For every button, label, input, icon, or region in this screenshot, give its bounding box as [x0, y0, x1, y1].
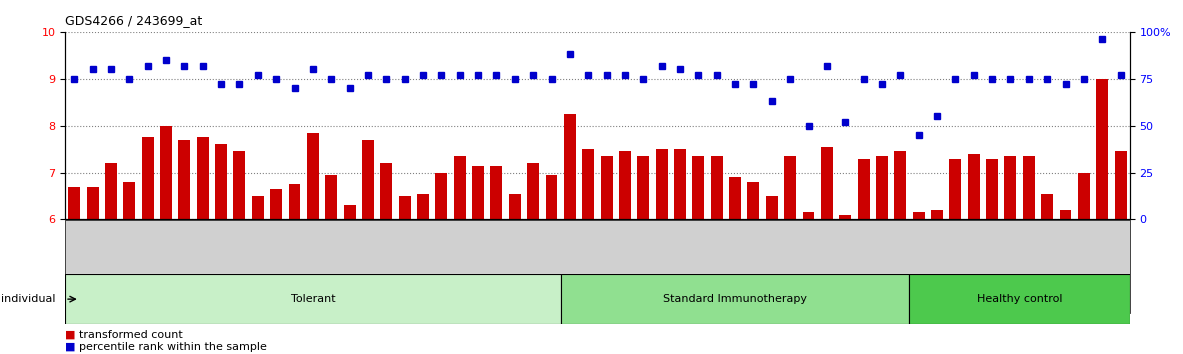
Bar [692, 156, 704, 219]
Bar [252, 196, 264, 219]
Bar [491, 166, 503, 219]
Bar [638, 156, 649, 219]
Bar [270, 189, 282, 219]
Text: transformed count: transformed count [79, 330, 183, 339]
Bar [1114, 152, 1126, 219]
FancyBboxPatch shape [561, 274, 910, 324]
Bar [655, 149, 667, 219]
Bar [472, 166, 484, 219]
Bar [582, 149, 594, 219]
Text: Standard Immunotherapy: Standard Immunotherapy [664, 294, 807, 304]
Bar [545, 175, 557, 219]
Bar [454, 156, 466, 219]
FancyBboxPatch shape [910, 274, 1130, 324]
Bar [1097, 79, 1108, 219]
Bar [619, 152, 631, 219]
Bar [894, 152, 906, 219]
Bar [1041, 194, 1053, 219]
Bar [179, 140, 190, 219]
Bar [564, 114, 576, 219]
Bar [69, 187, 80, 219]
Bar [306, 133, 319, 219]
Bar [142, 137, 154, 219]
Text: Healthy control: Healthy control [977, 294, 1062, 304]
Text: Tolerant: Tolerant [291, 294, 335, 304]
Bar [875, 156, 888, 219]
Bar [528, 163, 539, 219]
Text: ■: ■ [65, 330, 76, 339]
Bar [343, 205, 356, 219]
Bar [381, 163, 393, 219]
Bar [601, 156, 613, 219]
Bar [839, 215, 852, 219]
Bar [711, 156, 723, 219]
Text: ■: ■ [65, 342, 76, 352]
Bar [674, 149, 686, 219]
Bar [123, 182, 135, 219]
Bar [729, 177, 741, 219]
Bar [196, 137, 208, 219]
Bar [821, 147, 833, 219]
Bar [215, 144, 227, 219]
Bar [987, 159, 998, 219]
Bar [1078, 172, 1090, 219]
Bar [418, 194, 429, 219]
Bar [509, 194, 521, 219]
Bar [802, 212, 814, 219]
Bar [105, 163, 117, 219]
Bar [289, 184, 300, 219]
Bar [950, 159, 962, 219]
Bar [748, 182, 759, 219]
Bar [1060, 210, 1072, 219]
Bar [968, 154, 980, 219]
Bar [858, 159, 870, 219]
FancyBboxPatch shape [65, 274, 561, 324]
Bar [233, 152, 245, 219]
Bar [160, 126, 172, 219]
Bar [325, 175, 337, 219]
Bar [784, 156, 796, 219]
Bar [931, 210, 943, 219]
Bar [86, 187, 98, 219]
Text: percentile rank within the sample: percentile rank within the sample [79, 342, 267, 352]
Bar [1004, 156, 1016, 219]
Text: individual: individual [1, 294, 56, 304]
Bar [362, 140, 374, 219]
FancyBboxPatch shape [65, 219, 1130, 313]
Bar [435, 172, 447, 219]
Bar [1023, 156, 1035, 219]
Bar [765, 196, 777, 219]
Text: GDS4266 / 243699_at: GDS4266 / 243699_at [65, 14, 202, 27]
Bar [399, 196, 411, 219]
Bar [913, 212, 925, 219]
